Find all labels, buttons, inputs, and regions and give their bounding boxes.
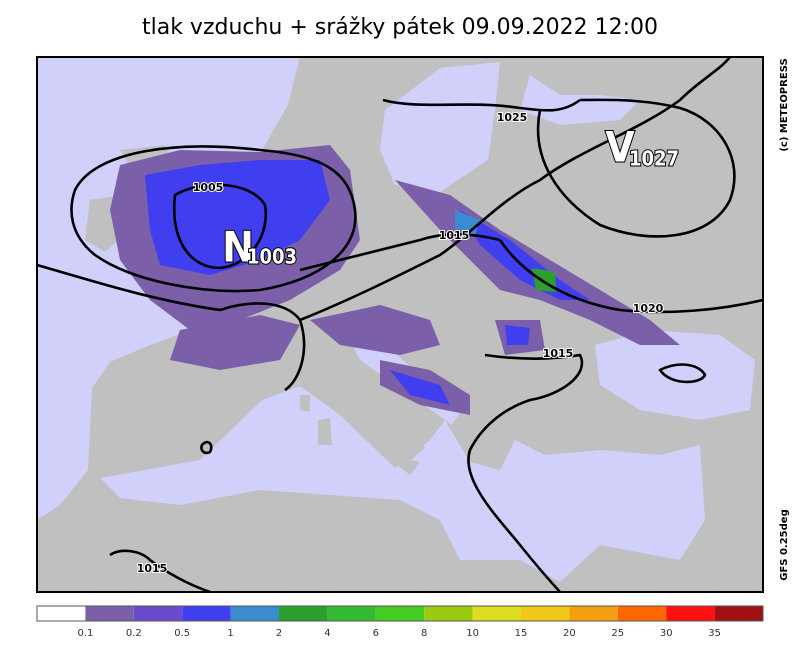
legend-swatch [230, 606, 279, 621]
legend-swatch [714, 606, 763, 621]
copyright: (c) METEOPRESS [779, 58, 790, 151]
pressure-center-value: 1027 [629, 147, 679, 171]
legend-label: 1 [227, 628, 233, 639]
map: 1025 1005 1015 1020 1015 1015 N 1003 V 1… [37, 57, 763, 592]
isobar-label: 1025 [497, 111, 528, 124]
legend-label: 4 [324, 628, 330, 639]
legend-swatch [182, 606, 231, 621]
isobar-label: 1015 [543, 347, 574, 360]
legend-swatch [133, 606, 183, 621]
legend-swatch [617, 606, 667, 621]
pressure-center-value: 1003 [247, 245, 297, 269]
legend-swatch [327, 606, 376, 621]
isobar-label: 1015 [439, 229, 470, 242]
isobars [37, 57, 763, 592]
legend-label: 20 [563, 628, 576, 639]
legend-frame [36, 605, 764, 622]
map-title: tlak vzduchu + srážky pátek 09.09.2022 1… [142, 15, 658, 40]
isobar-label: 1015 [137, 562, 168, 575]
isobar-label: 1020 [633, 302, 664, 315]
legend-label: 35 [708, 628, 721, 639]
legend-swatch [424, 606, 473, 621]
legend-label: 0.2 [126, 628, 142, 639]
legend-label: 0.1 [77, 628, 93, 639]
legend-swatch [85, 606, 134, 621]
legend-label: 15 [515, 628, 528, 639]
legend-label: 25 [611, 628, 624, 639]
legend-swatch [569, 606, 618, 621]
legend-label: 30 [660, 628, 673, 639]
legend-swatch [666, 606, 715, 621]
legend-swatch [37, 606, 86, 621]
legend-label: 6 [373, 628, 379, 639]
isobar-label: 1005 [193, 181, 224, 194]
legend-swatch [279, 606, 328, 621]
pressure-center-symbol: N [222, 223, 254, 272]
legend-label: 8 [421, 628, 427, 639]
legend-label: 2 [276, 628, 282, 639]
pressure-center-symbol: V [605, 123, 635, 172]
legend-swatch [521, 606, 570, 621]
legend-label: 10 [466, 628, 479, 639]
model-name: GFS 0.25deg [779, 509, 790, 581]
precipitation-legend: 0.1 0.2 0.5 1 2 4 6 8 10 15 20 25 30 35 [36, 605, 764, 639]
legend-label: 0.5 [174, 628, 190, 639]
legend-swatch [375, 606, 425, 621]
legend-swatch [472, 606, 521, 621]
map-frame [36, 56, 764, 593]
